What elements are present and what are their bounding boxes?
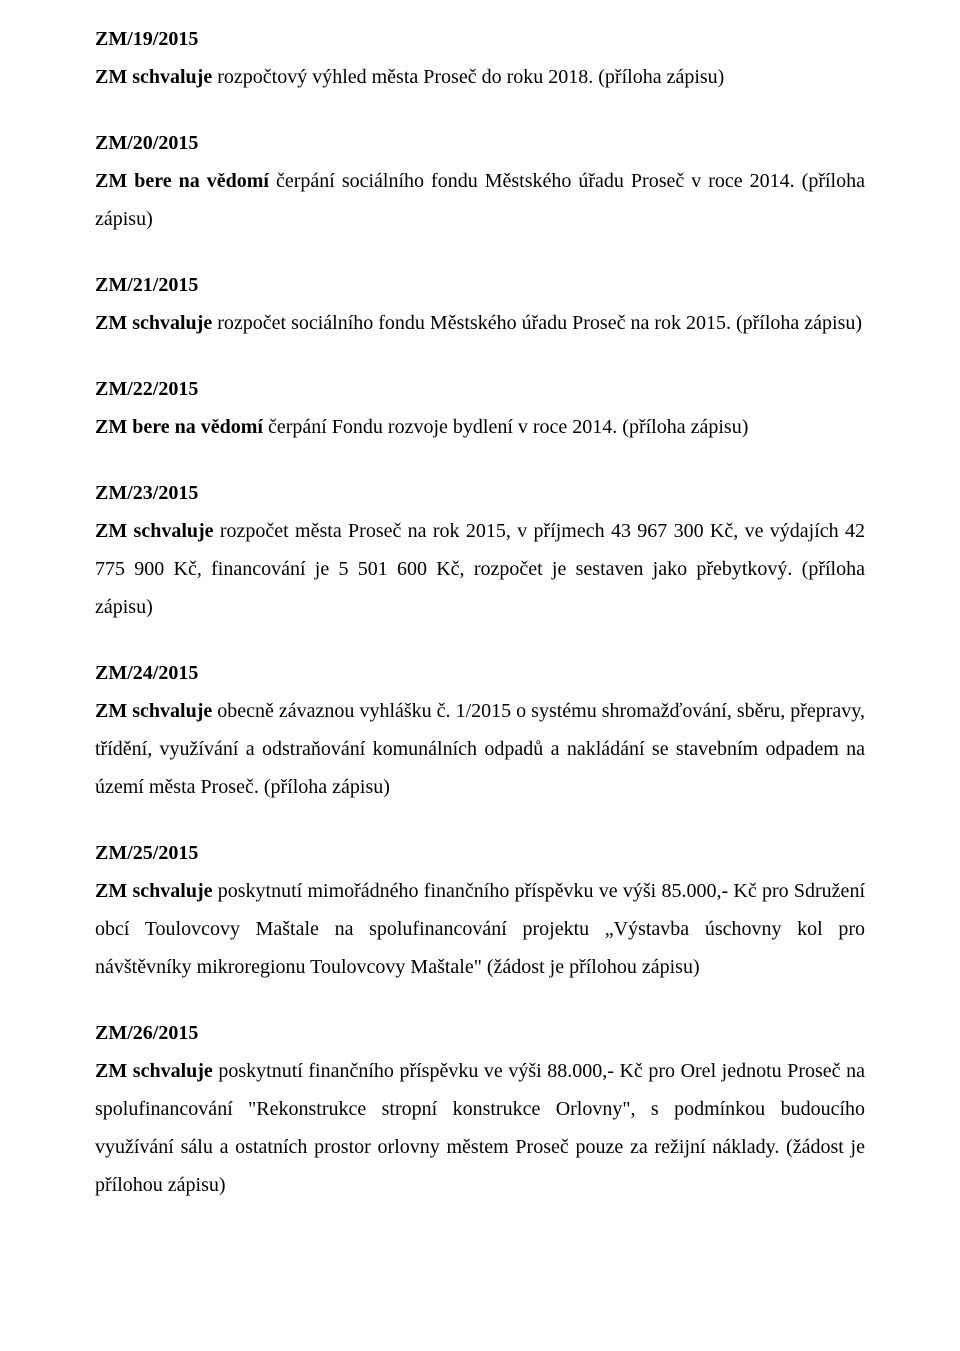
resolution-text: rozpočet sociálního fondu Městského úřad…: [217, 312, 862, 334]
resolution-lead: ZM schvaluje: [95, 700, 217, 722]
resolution-heading: ZM/23/2015: [95, 474, 865, 512]
resolution-body: ZM bere na vědomí čerpání Fondu rozvoje …: [95, 408, 865, 446]
resolution-text: čerpání Fondu rozvoje bydlení v roce 201…: [268, 416, 748, 438]
resolution-lead: ZM schvaluje: [95, 520, 220, 542]
resolution-heading: ZM/20/2015: [95, 124, 865, 162]
resolution-lead: ZM schvaluje: [95, 312, 217, 334]
resolution-heading: ZM/24/2015: [95, 654, 865, 692]
resolution-body: ZM schvaluje rozpočet města Proseč na ro…: [95, 512, 865, 626]
resolution-text: rozpočtový výhled města Proseč do roku 2…: [217, 66, 724, 88]
resolution-heading: ZM/19/2015: [95, 20, 865, 58]
resolution-lead: ZM bere na vědomí: [95, 416, 268, 438]
resolution-heading: ZM/22/2015: [95, 370, 865, 408]
document-page: ZM/19/2015 ZM schvaluje rozpočtový výhle…: [0, 0, 960, 1351]
resolution-body: ZM bere na vědomí čerpání sociálního fon…: [95, 162, 865, 238]
resolution-heading: ZM/25/2015: [95, 834, 865, 872]
resolution-body: ZM schvaluje poskytnutí mimořádného fina…: [95, 872, 865, 986]
resolution-lead: ZM bere na vědomí: [95, 170, 276, 192]
resolution-heading: ZM/26/2015: [95, 1014, 865, 1052]
resolution-body: ZM schvaluje rozpočet sociálního fondu M…: [95, 304, 865, 342]
resolution-lead: ZM schvaluje: [95, 880, 218, 902]
resolution-body: ZM schvaluje rozpočtový výhled města Pro…: [95, 58, 865, 96]
resolution-lead: ZM schvaluje: [95, 66, 217, 88]
resolution-lead: ZM schvaluje: [95, 1060, 218, 1082]
resolution-body: ZM schvaluje obecně závaznou vyhlášku č.…: [95, 692, 865, 806]
resolution-heading: ZM/21/2015: [95, 266, 865, 304]
resolution-body: ZM schvaluje poskytnutí finančního přísp…: [95, 1052, 865, 1204]
